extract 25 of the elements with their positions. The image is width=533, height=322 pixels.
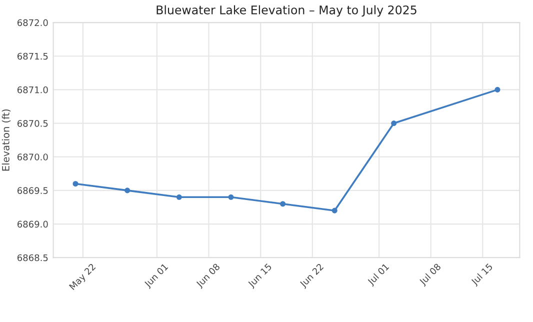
x-tick-label: Jun 15 [247,263,274,290]
x-tick-label: Jul 08 [418,262,442,287]
point [176,194,182,200]
y-tick-label: 6868.5 [17,254,48,262]
y-axis-title: Elevation (ft) [2,109,11,171]
y-tick-label: 6869.5 [17,187,48,194]
point [124,188,130,194]
y-tick-label: 6870.0 [17,154,48,160]
chart-title: Bluewater Lake Elevation – May to July 2025 [156,5,416,17]
y-tick-label: 6870.5 [17,120,48,127]
y-tick-label: 6871.0 [17,86,48,94]
y-tick-label: 6872.0 [17,19,48,26]
point [72,180,78,186]
x-tick-label: Jun 22 [299,263,325,290]
y-tick-label: 6869.0 [17,220,48,228]
point [280,201,286,207]
y-tick-label: 6871.5 [17,52,48,60]
point [332,208,338,214]
x-tick-label: Jul 01 [366,263,390,287]
x-tick-label: Jul 15 [470,263,494,287]
point [391,120,397,126]
x-tick-label: Jun 08 [195,263,222,290]
x-tick-label: Jun 01 [144,263,170,290]
point [228,194,234,200]
point [494,86,500,92]
